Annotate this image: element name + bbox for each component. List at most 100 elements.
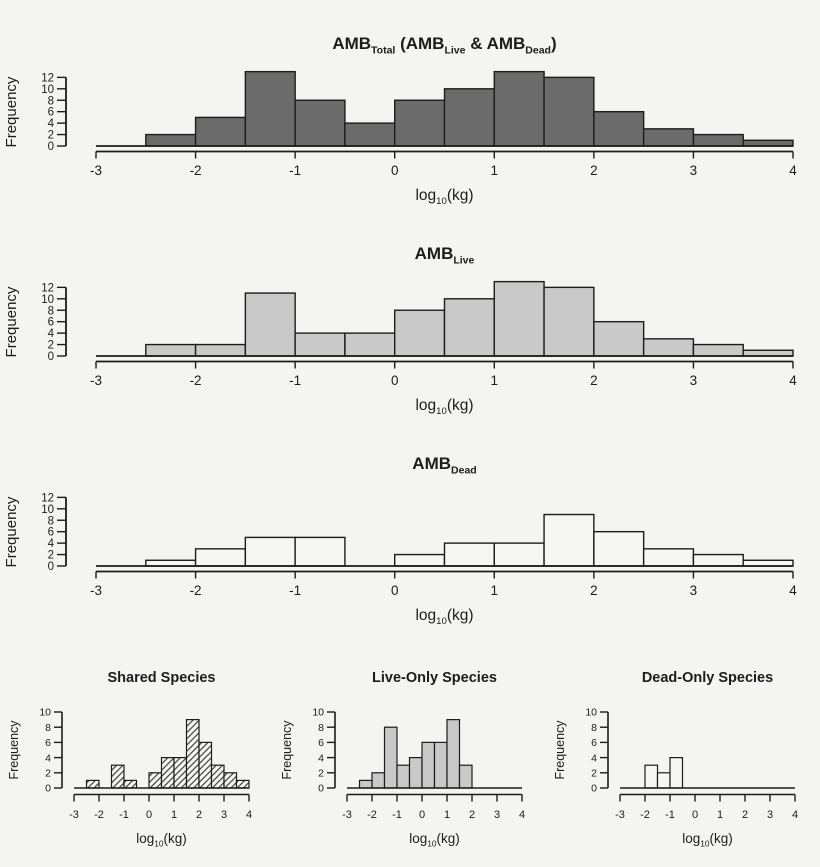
y-tick-label: 2 bbox=[591, 767, 597, 779]
histogram-bar bbox=[408, 756, 423, 789]
bars bbox=[145, 513, 794, 567]
histogram-bar bbox=[493, 542, 545, 567]
histogram-bar bbox=[194, 548, 247, 567]
y-tick-label: 6 bbox=[48, 527, 54, 539]
histogram-bar bbox=[148, 772, 163, 789]
histogram-bar bbox=[443, 542, 495, 567]
chart-title: Dead-Only Species bbox=[642, 670, 773, 686]
x-tick-label: 1 bbox=[171, 809, 177, 821]
histogram-bar bbox=[344, 122, 396, 147]
histogram-bar bbox=[358, 779, 373, 789]
x-tick-label: 2 bbox=[590, 583, 598, 598]
x-tick-label: -3 bbox=[90, 163, 102, 178]
x-tick-label: 0 bbox=[391, 373, 399, 388]
x-axis-title: log10(kg) bbox=[415, 397, 473, 417]
histogram-bar bbox=[173, 756, 188, 789]
x-tick-label: -1 bbox=[665, 809, 675, 821]
histogram-bar bbox=[185, 718, 200, 789]
y-tick-label: 8 bbox=[48, 305, 54, 317]
histogram-bar bbox=[110, 764, 125, 789]
histogram-bar bbox=[656, 772, 671, 789]
histogram-svg-live-only-species: -3 -2 -1 0 1 2 3 4 0 2 4 6 8 10 Live-Only Species log10… bbox=[280, 670, 525, 849]
x-tick-label: 0 bbox=[146, 809, 152, 821]
y-tick-label: 12 bbox=[41, 72, 54, 84]
histogram-bar bbox=[294, 536, 346, 567]
histogram-bar bbox=[194, 116, 247, 147]
histogram-bar bbox=[433, 741, 448, 789]
x-tick-label: 0 bbox=[419, 809, 425, 821]
chart-title: Shared Species bbox=[108, 670, 216, 686]
x-tick-label: 3 bbox=[767, 809, 773, 821]
y-tick-label: 10 bbox=[585, 707, 597, 719]
histogram-bar bbox=[642, 338, 695, 357]
histogram-bar bbox=[210, 764, 225, 789]
panel-dead-only-species: -3 -2 -1 0 1 2 3 4 0 2 4 6 8 10 Dead-Only Species log10… bbox=[546, 630, 819, 867]
histogram-bar bbox=[593, 530, 645, 567]
y-tick-label: 12 bbox=[41, 282, 54, 294]
x-tick-label: 0 bbox=[391, 583, 399, 598]
x-axis-title: log10(kg) bbox=[682, 831, 733, 849]
x-tick-label: -2 bbox=[367, 809, 377, 821]
x-tick-label: 4 bbox=[246, 809, 252, 821]
x-tick-label: 4 bbox=[789, 583, 797, 598]
x-axis: -3 -2 -1 0 1 2 3 4 bbox=[90, 570, 797, 598]
x-tick-label: 2 bbox=[196, 809, 202, 821]
histogram-bar bbox=[644, 764, 659, 789]
y-axis-title: Frequency bbox=[7, 720, 21, 780]
bars bbox=[358, 718, 473, 789]
x-tick-label: 4 bbox=[792, 809, 798, 821]
x-tick-label: 1 bbox=[717, 809, 723, 821]
x-tick-label: 1 bbox=[491, 583, 499, 598]
y-tick-label: 2 bbox=[45, 767, 51, 779]
histogram-bar bbox=[458, 764, 473, 789]
histogram-svg-amb-dead: -3 -2 -1 0 1 2 3 4024681012AMBDeadlog10(kg)Freq… bbox=[3, 454, 797, 627]
x-tick-label: 2 bbox=[469, 809, 475, 821]
x-axis-title: log10(kg) bbox=[409, 831, 460, 849]
histogram-bar bbox=[85, 779, 100, 789]
chart-title: Live-Only Species bbox=[372, 670, 497, 686]
histogram-bar bbox=[692, 133, 744, 147]
panel-live-only-species: -3 -2 -1 0 1 2 3 4 0 2 4 6 8 10 Live-Only Species log10… bbox=[273, 630, 546, 867]
x-tick-label: -3 bbox=[342, 809, 352, 821]
x-tick-label: -1 bbox=[289, 583, 301, 598]
histogram-bar bbox=[443, 88, 495, 147]
x-axis-title: log10(kg) bbox=[136, 831, 187, 849]
x-tick-label: 1 bbox=[491, 373, 499, 388]
histogram-bar bbox=[235, 779, 250, 789]
y-axis: 0 2 4 6 8 10 bbox=[39, 707, 63, 795]
y-tick-label: 6 bbox=[591, 737, 597, 749]
x-tick-label: -3 bbox=[615, 809, 625, 821]
y-tick-label: 0 bbox=[48, 141, 54, 153]
histogram-bar bbox=[642, 128, 695, 147]
y-axis-title: Frequency bbox=[3, 286, 20, 357]
x-axis-title: log10(kg) bbox=[415, 607, 473, 627]
bars bbox=[145, 70, 794, 147]
histogram-bar bbox=[244, 536, 296, 567]
panel-amb-live: -3 -2 -1 0 1 2 3 4 0 2 4 6 8 10 12 AMBLive log10(kg) Freq… bbox=[0, 210, 820, 420]
y-tick-label: 12 bbox=[41, 492, 54, 504]
x-axis: -3 -2 -1 0 1 2 3 4 bbox=[342, 793, 525, 821]
x-tick-label: -1 bbox=[119, 809, 129, 821]
histogram-bar bbox=[244, 70, 296, 147]
x-tick-label: 4 bbox=[789, 163, 797, 178]
histogram-bar bbox=[396, 764, 411, 789]
x-tick-label: 2 bbox=[590, 373, 598, 388]
x-tick-label: -2 bbox=[190, 583, 202, 598]
x-tick-label: -3 bbox=[90, 583, 102, 598]
y-axis: 0 2 4 6 8 10 bbox=[585, 707, 609, 795]
histogram-bar bbox=[543, 286, 595, 357]
bottom-row: -3 -2 -1 0 1 2 3 4 0 2 4 6 8 10 Shared Species log10(kg… bbox=[0, 630, 820, 867]
y-tick-label: 0 bbox=[45, 783, 51, 795]
x-tick-label: 3 bbox=[690, 163, 698, 178]
histogram-bar bbox=[443, 298, 495, 357]
x-tick-label: 2 bbox=[742, 809, 748, 821]
histogram-bar bbox=[394, 99, 446, 147]
x-tick-label: 4 bbox=[519, 809, 525, 821]
y-tick-label: 8 bbox=[45, 722, 51, 734]
x-axis: -3 -2 -1 0 1 2 3 4 bbox=[615, 793, 798, 821]
chart-title: AMBLive bbox=[415, 244, 475, 266]
x-axis-title: log10(kg) bbox=[415, 187, 473, 207]
